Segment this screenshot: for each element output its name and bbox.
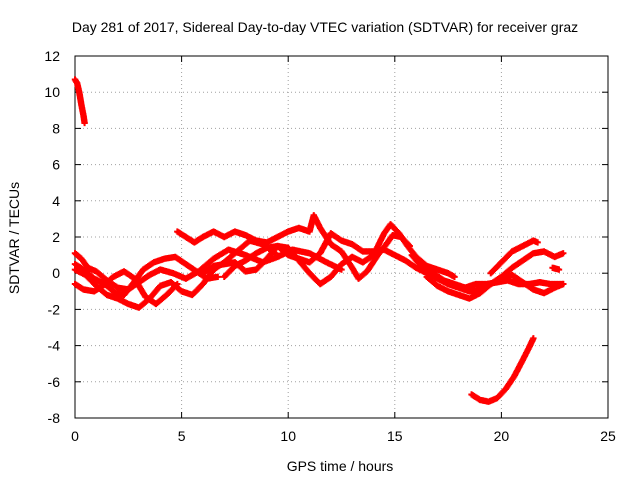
data-points [71, 76, 567, 405]
data-point [174, 280, 181, 288]
data-point [81, 119, 88, 127]
y-tick-label: 8 [52, 120, 60, 136]
x-tick-label: 0 [71, 428, 79, 444]
x-tick-label: 15 [387, 428, 403, 444]
series-arc-a [71, 76, 88, 127]
ticks: 0 5 10 15 20 25 -8 -6 -4 -2 0 2 4 6 8 10 12 [44, 48, 616, 444]
series-arc-k [487, 237, 541, 277]
y-tick-label: -4 [48, 338, 61, 354]
series-arc-c [71, 237, 279, 311]
chart-title: Day 281 of 2017, Sidereal Day-to-day VTE… [72, 19, 578, 35]
y-tick-label: 6 [52, 157, 60, 173]
y-tick-label: 12 [44, 48, 60, 64]
data-point [560, 280, 567, 288]
series-arc-m [468, 335, 537, 405]
plot-frame [74, 55, 609, 419]
axes [74, 55, 609, 419]
series-arc-j [408, 251, 567, 291]
y-tick-label: 4 [52, 193, 60, 209]
y-tick-label: 10 [44, 84, 60, 100]
data-point [560, 250, 567, 257]
x-axis-label: GPS time / hours [287, 458, 394, 474]
y-axis-label: SDTVAR / TECUs [6, 182, 22, 294]
y-tick-label: -6 [48, 374, 61, 390]
y-tick-label: 0 [52, 265, 60, 281]
x-tick-label: 25 [600, 428, 616, 444]
data-point [555, 266, 563, 273]
series-arc-g [199, 221, 458, 288]
y-tick-label: 2 [52, 229, 60, 245]
data-point [530, 335, 537, 342]
data-point [173, 281, 180, 289]
y-tick-label: -8 [48, 410, 61, 426]
x-tick-label: 10 [280, 428, 296, 444]
data-point [214, 273, 222, 281]
series-arc-f [174, 212, 413, 282]
y-tick-label: -2 [48, 301, 61, 317]
series-arc-l [549, 264, 563, 273]
x-tick-label: 20 [494, 428, 510, 444]
data-point [451, 273, 458, 281]
data-point [534, 239, 541, 246]
grid [75, 56, 608, 418]
x-tick-label: 5 [178, 428, 186, 444]
